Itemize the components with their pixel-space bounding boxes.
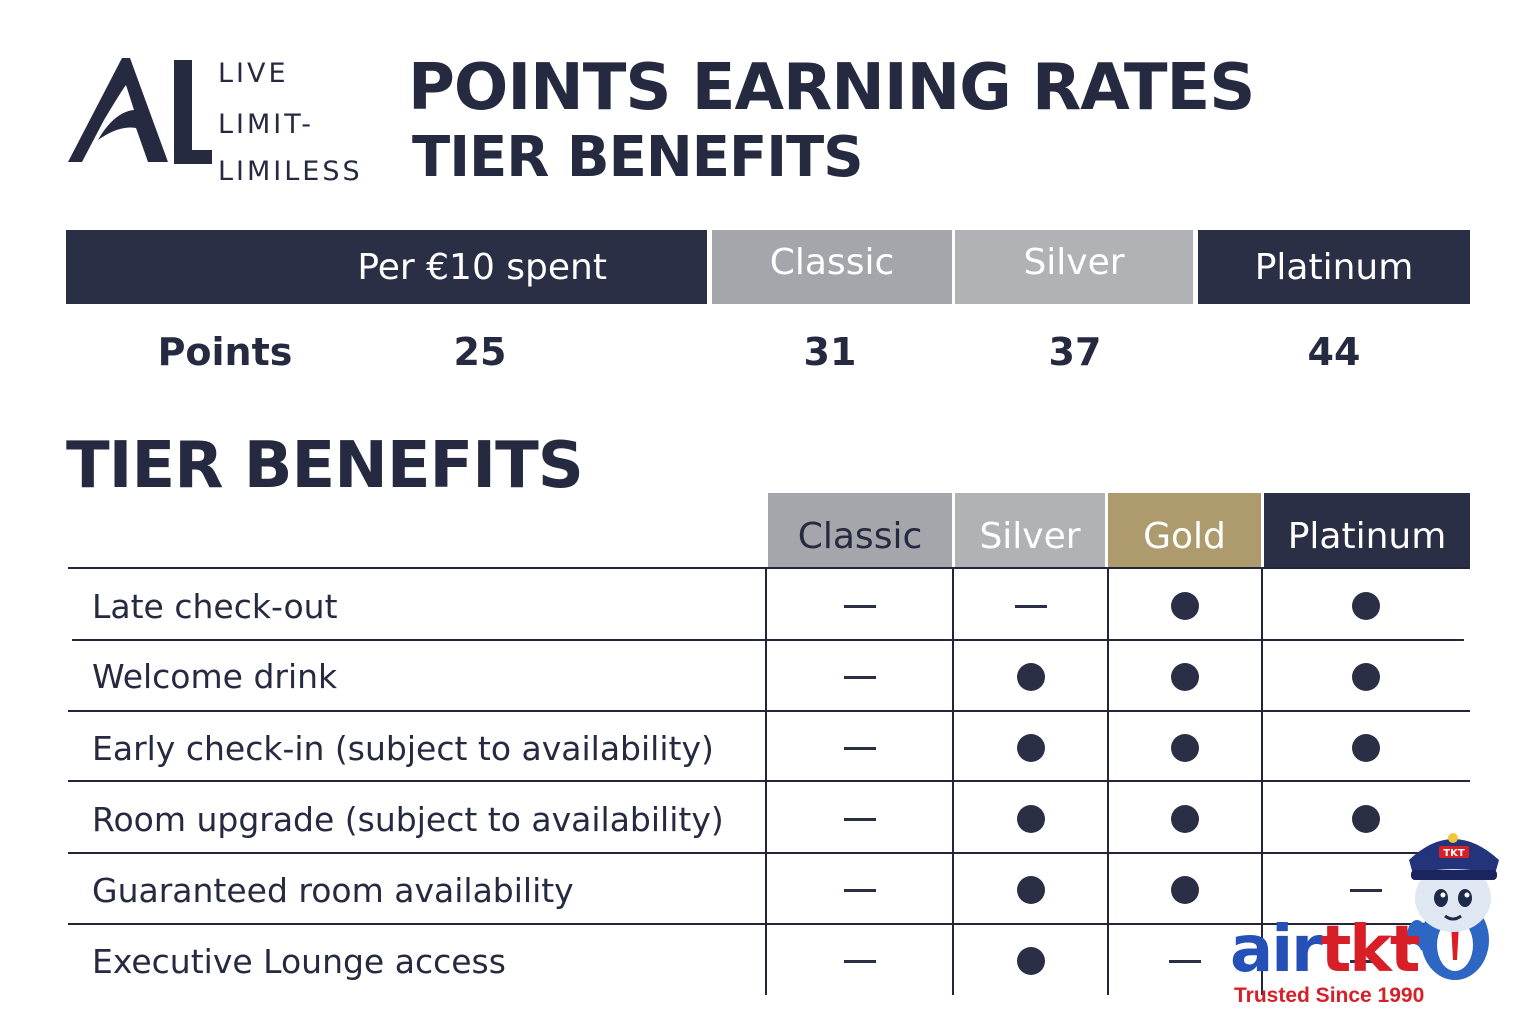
grid-line <box>1261 567 1263 995</box>
benefits-heading: TIER BENEFITS <box>66 429 584 503</box>
benefit-label-late-checkout: Late check-out <box>92 587 338 626</box>
grid-line <box>952 567 954 995</box>
benefit-label-welcome-drink: Welcome drink <box>92 657 338 696</box>
included-dot-icon-gold <box>1171 663 1199 691</box>
included-dot-icon-silver <box>1017 876 1045 904</box>
tier-header-silver: Silver <box>955 493 1105 567</box>
earning-header-platinum: Platinum <box>1198 230 1470 304</box>
tier-header-classic: Classic <box>768 493 952 567</box>
included-dot-icon-silver <box>1017 805 1045 833</box>
grid-line <box>765 567 767 995</box>
earning-header-classic: Classic <box>712 230 952 304</box>
included-dot-icon-platinum <box>1352 663 1380 691</box>
included-dot-icon-silver <box>1017 734 1045 762</box>
not-included-dash-icon-classic <box>844 675 876 679</box>
included-dot-icon-gold <box>1171 805 1199 833</box>
included-dot-icon-silver <box>1017 663 1045 691</box>
not-included-dash-icon-platinum <box>1350 888 1382 892</box>
earning-header-spend: Per €10 spent <box>66 230 707 304</box>
tier-header-gold: Gold <box>1108 493 1261 567</box>
not-included-dash-icon-classic <box>844 817 876 821</box>
grid-line <box>68 923 1470 925</box>
watermark-brand-air: air <box>1230 913 1323 987</box>
not-included-dash-icon-classic <box>844 746 876 750</box>
points-value-classic: 31 <box>803 330 857 374</box>
not-included-dash-icon-classic <box>844 604 876 608</box>
tier-header-platinum: Platinum <box>1264 493 1470 567</box>
included-dot-icon-gold <box>1171 592 1199 620</box>
not-included-dash-icon-gold <box>1169 959 1201 963</box>
grid-line <box>68 780 1470 782</box>
benefit-label-executive-lounge: Executive Lounge access <box>92 942 506 981</box>
tagline-line-3: LIMILESS <box>218 156 363 187</box>
page-title: POINTS EARNING RATES <box>408 51 1255 125</box>
grid-line <box>1107 567 1109 995</box>
points-value-platinum: 44 <box>1307 330 1361 374</box>
tagline-line-1: LIVE <box>218 58 289 89</box>
grid-line <box>68 852 1470 854</box>
included-dot-icon-platinum <box>1352 805 1380 833</box>
benefit-label-room-upgrade: Room upgrade (subject to availability) <box>92 800 724 839</box>
points-value-silver: 37 <box>1048 330 1102 374</box>
points-row-label: Points <box>157 330 293 374</box>
included-dot-icon-platinum <box>1352 734 1380 762</box>
included-dot-icon-gold <box>1171 734 1199 762</box>
points-value-base: 25 <box>453 330 507 374</box>
watermark-tagline: Trusted Since 1990 <box>1234 984 1425 1007</box>
benefit-label-guaranteed-room: Guaranteed room availability <box>92 871 574 910</box>
included-dot-icon-silver <box>1017 947 1045 975</box>
included-dot-icon-gold <box>1171 876 1199 904</box>
benefit-label-early-checkin: Early check-in (subject to availability) <box>92 729 714 768</box>
watermark-brand-tkt: tkt <box>1320 913 1421 987</box>
grid-line <box>72 639 1464 641</box>
earning-header-silver: Silver <box>955 230 1193 304</box>
page-subtitle: TIER BENEFITS <box>412 125 864 190</box>
brand-logo <box>68 58 212 164</box>
included-dot-icon-platinum <box>1352 592 1380 620</box>
not-included-dash-icon-silver <box>1015 604 1047 608</box>
tagline-line-2: LIMIT- <box>218 109 315 140</box>
not-included-dash-icon-classic <box>844 959 876 963</box>
not-included-dash-icon-platinum <box>1350 959 1382 963</box>
grid-line <box>68 710 1470 712</box>
watermark-logo: airtkt <box>1230 918 1420 982</box>
grid-line <box>68 567 1470 569</box>
mascot-pilot-icon: TKT <box>1405 833 1499 980</box>
not-included-dash-icon-classic <box>844 888 876 892</box>
mascot-hat-badge: TKT <box>1443 848 1465 859</box>
